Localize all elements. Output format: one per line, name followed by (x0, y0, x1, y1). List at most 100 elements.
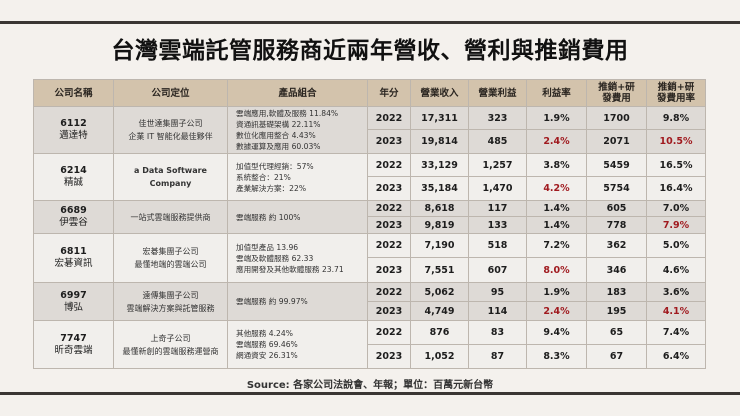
expense-cell: 67 (586, 344, 647, 369)
revenue-cell: 1,052 (410, 344, 469, 369)
revenue-cell: 8,618 (410, 200, 469, 217)
position-line: 宏碁集團子公司 (142, 247, 199, 256)
product-mix-cell: 雲端服務 約 100% (227, 200, 368, 234)
expense-cell: 65 (586, 320, 647, 345)
expense-rate-cell: 7.0% (646, 200, 706, 217)
top-divider (0, 21, 740, 24)
product-line: 數位化應用整合 4.43% (236, 131, 316, 140)
op-income-cell: 518 (468, 233, 527, 258)
margin-cell: 1.4% (526, 216, 587, 234)
table-row: 7747 昕奇雲端 上奇子公司 最懂新創的雲端服務運營商 其他服務 4.24% 雲端服務 … (33, 320, 706, 369)
revenue-cell: 5,062 (410, 282, 469, 302)
product-line: 系統整合：21% (236, 172, 291, 182)
position-line: a Data Software (134, 166, 207, 175)
product-mix-cell: 雲端應用,軟體及服務 11.84% 資通訊基礎架構 22.11% 數位化應用整合 4… (227, 106, 368, 154)
company-position-cell: 宏碁集團子公司 最懂地端的雲端公司 (113, 233, 228, 283)
op-income-cell: 485 (468, 129, 527, 154)
op-income-cell: 83 (468, 320, 527, 345)
expense-cell: 2071 (586, 129, 647, 154)
margin-cell: 2.4% (526, 301, 587, 321)
product-mix-cell: 其他服務 4.24% 雲端服務 69.46% 網通資安 26.31% (227, 320, 368, 369)
margin-cell: 3.8% (526, 153, 587, 177)
product-mix-cell: 加值型代理經銷：57% 系統整合：21% 產業解決方案：22% (227, 153, 368, 201)
company-position-cell: 佳世達集團子公司 企業 IT 智能化最佳夥伴 (113, 106, 228, 154)
expense-cell: 346 (586, 257, 647, 283)
company-name: 精誠 (63, 177, 83, 188)
product-line: 其他服務 4.24% (236, 329, 293, 338)
position-line: 遠傳集團子公司 (142, 290, 199, 300)
revenue-cell: 35,184 (410, 176, 469, 201)
expense-rate-cell: 16.5% (646, 153, 706, 177)
year-cell: 2022 (367, 282, 411, 302)
product-line: 數據運算及應用 60.03% (236, 142, 321, 151)
product-line: 加值型產品 13.96 (236, 242, 299, 252)
expense-rate-cell: 4.1% (646, 301, 706, 321)
header-revenue: 營業收入 (410, 79, 469, 107)
position-line: 雲端解決方案與託管服務 (126, 303, 215, 313)
expense-cell: 195 (586, 301, 647, 321)
product-line: 雲端服務 約 99.97% (236, 297, 308, 306)
position-line: 企業 IT 智能化最佳夥伴 (128, 132, 213, 141)
comparison-table: 公司名稱 公司定位 產品組合 年分 營業收入 營業利益 利益率 推銷+研發費用 … (33, 79, 706, 369)
year-cell: 2022 (367, 320, 411, 345)
year-cell: 2023 (367, 344, 411, 369)
product-line: 產業解決方案：22% (236, 183, 307, 193)
op-income-cell: 117 (468, 200, 527, 217)
company-code: 6112 (60, 118, 87, 129)
company-position-cell: 遠傳集團子公司雲端解決方案與託管服務 (113, 282, 228, 321)
header-margin: 利益率 (526, 79, 587, 107)
position-line: 上奇子公司 (150, 333, 191, 343)
op-income-cell: 133 (468, 216, 527, 234)
expense-cell: 183 (586, 282, 647, 302)
product-line: 雲端服務 69.46% (236, 340, 298, 349)
year-cell: 2022 (367, 233, 411, 258)
company-cell: 6811 宏碁資訊 (33, 233, 114, 283)
table-row: 2023 1,052 87 8.3% 67 6.4% (34, 344, 706, 369)
company-name: 伊雲谷 (59, 217, 88, 228)
revenue-cell: 17,311 (410, 106, 469, 130)
product-line: 加值型代理經銷：57% (236, 161, 314, 171)
product-line: 雲端及軟體服務 62.33 (236, 253, 314, 263)
company-name: 昕奇雲端 (54, 344, 93, 356)
year-cell: 2023 (367, 301, 411, 321)
company-code: 7747 (60, 332, 87, 344)
table-row: 6112 邁達特 佳世達集團子公司 企業 IT 智能化最佳夥伴 雲端應用,軟體及服務 1… (33, 106, 706, 154)
op-income-cell: 323 (468, 106, 527, 130)
table-row: 6811 宏碁資訊 宏碁集團子公司 最懂地端的雲端公司 加值型產品 13.96 雲端及軟體… (33, 233, 706, 283)
company-position-cell: 一站式雲端服務提供商 (113, 200, 228, 234)
expense-cell: 1700 (586, 106, 647, 130)
expense-cell: 605 (586, 200, 647, 217)
year-cell: 2022 (367, 200, 411, 217)
expense-cell: 362 (586, 233, 647, 258)
margin-cell: 8.0% (526, 257, 587, 283)
company-cell: 6112 邁達特 (33, 106, 114, 154)
op-income-cell: 1,470 (468, 176, 527, 201)
expense-cell: 5754 (586, 176, 647, 201)
revenue-cell: 9,819 (410, 216, 469, 234)
expense-cell: 778 (586, 216, 647, 234)
revenue-cell: 7,190 (410, 233, 469, 258)
header-product-mix: 產品組合 (227, 79, 368, 107)
position-line: 一站式雲端服務提供商 (130, 212, 211, 222)
margin-cell: 8.3% (526, 344, 587, 369)
product-line: 應用開發及其他軟體服務 23.71 (236, 264, 344, 274)
company-name: 邁達特 (59, 130, 88, 141)
revenue-cell: 19,814 (410, 129, 469, 154)
table-row: 6689 伊雲谷 一站式雲端服務提供商 雲端服務 約 100% 2022 8,618 117… (33, 200, 706, 234)
company-cell: 6689 伊雲谷 (33, 200, 114, 234)
position-line: 最懂地端的雲端公司 (134, 260, 207, 269)
expense-rate-cell: 9.8% (646, 106, 706, 130)
header-year: 年分 (367, 79, 411, 107)
product-line: 雲端服務 約 100% (236, 212, 301, 222)
header-operating-income: 營業利益 (468, 79, 527, 107)
margin-cell: 1.9% (526, 106, 587, 130)
company-cell: 6214 精誠 (33, 153, 114, 201)
source-note: Source: 各家公司法說會、年報；單位：百萬元新台幣 (246, 380, 494, 391)
op-income-cell: 607 (468, 257, 527, 283)
table-row: 2023 7,551 607 8.0% 346 4.6% (34, 257, 706, 283)
op-income-cell: 1,257 (468, 153, 527, 177)
margin-cell: 4.2% (526, 176, 587, 201)
year-cell: 2022 (367, 153, 411, 177)
margin-cell: 7.2% (526, 233, 587, 258)
table-header-row: 公司名稱 公司定位 產品組合 年分 營業收入 營業利益 利益率 推銷+研發費用 … (33, 79, 706, 107)
